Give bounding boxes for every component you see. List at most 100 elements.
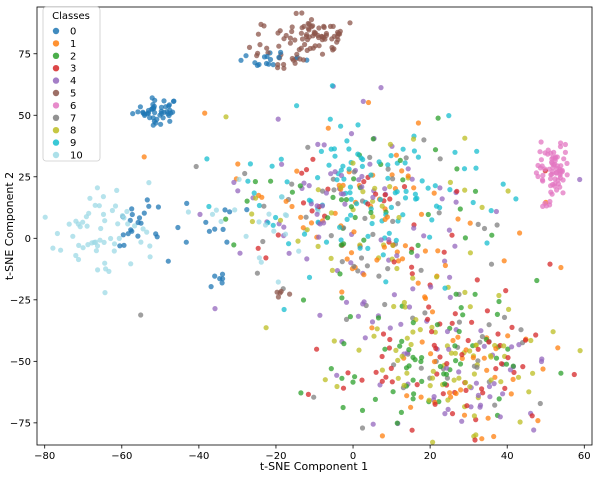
scatter-point-class-9 (318, 148, 324, 154)
scatter-point-class-3 (379, 378, 385, 384)
scatter-point-class-5 (312, 43, 318, 49)
scatter-point-class-8 (473, 342, 479, 348)
scatter-point-class-4 (314, 203, 320, 209)
scatter-point-class-8 (426, 397, 432, 403)
scatter-point-class-3 (503, 288, 509, 294)
scatter-point-class-4 (421, 233, 427, 239)
scatter-point-class-9 (344, 216, 350, 222)
scatter-point-class-9 (447, 187, 453, 193)
scatter-point-class-2 (418, 358, 424, 365)
scatter-point-class-10 (102, 290, 108, 296)
y-axis-label: t-SNE Component 2 (3, 172, 16, 280)
scatter-point-class-4 (459, 418, 465, 424)
scatter-point-class-9 (412, 191, 418, 197)
scatter-point-class-2 (339, 375, 345, 381)
x-tick-label: −80 (34, 451, 55, 462)
scatter-point-class-6 (552, 180, 558, 187)
scatter-point-class-9 (442, 285, 448, 291)
scatter-point-class-9 (329, 83, 335, 89)
scatter-point-class-2 (410, 396, 416, 402)
scatter-point-class-1 (508, 391, 514, 397)
scatter-point-class-10 (73, 252, 79, 259)
scatter-point-class-7 (474, 364, 480, 370)
scatter-point-class-2 (503, 361, 510, 367)
scatter-point-class-3 (429, 329, 435, 335)
scatter-point-class-2 (496, 396, 502, 402)
scatter-point-class-8 (396, 214, 402, 221)
scatter-point-class-9 (402, 195, 409, 201)
scatter-point-class-4 (456, 369, 462, 375)
scatter-point-class-0 (219, 271, 226, 277)
scatter-point-class-5 (287, 40, 293, 46)
scatter-point-class-2 (339, 295, 345, 301)
scatter-point-class-3 (437, 354, 443, 360)
scatter-point-class-8 (315, 187, 321, 193)
scatter-point-class-3 (309, 208, 315, 214)
scatter-point-class-0 (153, 231, 159, 237)
scatter-point-class-0 (256, 61, 262, 68)
scatter-point-class-10 (111, 248, 117, 254)
scatter-point-class-2 (406, 347, 412, 353)
scatter-point-class-5 (323, 30, 329, 37)
scatter-point-class-3 (465, 337, 471, 344)
scatter-point-class-1 (418, 211, 425, 217)
scatter-point-class-7 (260, 238, 266, 245)
scatter-point-class-9 (388, 204, 394, 210)
scatter-point-class-4 (279, 161, 285, 167)
scatter-point-class-3 (434, 371, 440, 377)
scatter-point-class-6 (550, 169, 556, 175)
scatter-point-class-2 (411, 391, 417, 397)
scatter-point-class-8 (417, 327, 423, 333)
scatter-point-class-3 (464, 403, 470, 409)
scatter-point-class-5 (330, 23, 336, 29)
scatter-point-class-8 (350, 160, 356, 166)
scatter-point-class-4 (340, 191, 346, 197)
scatter-point-class-1 (470, 355, 476, 361)
scatter-point-class-2 (252, 179, 258, 185)
scatter-point-class-9 (338, 167, 344, 173)
scatter-point-class-3 (255, 245, 261, 251)
scatter-point-class-10 (115, 221, 121, 227)
scatter-point-class-8 (445, 397, 451, 403)
scatter-point-class-4 (370, 194, 376, 200)
scatter-point-class-10 (93, 239, 99, 245)
scatter-point-class-8 (322, 377, 328, 383)
scatter-point-class-2 (300, 297, 307, 303)
scatter-point-class-5 (277, 28, 283, 34)
scatter-point-class-9 (357, 245, 363, 251)
scatter-point-class-9 (411, 148, 417, 154)
scatter-point-class-5 (292, 37, 298, 43)
scatter-point-class-1 (365, 99, 372, 106)
scatter-point-class-1 (491, 433, 497, 440)
scatter-point-class-9 (383, 279, 389, 285)
scatter-point-class-0 (121, 242, 127, 248)
scatter-point-class-7 (492, 402, 498, 408)
scatter-point-class-4 (481, 343, 487, 349)
scatter-point-class-6 (543, 203, 550, 209)
scatter-point-class-9 (358, 155, 364, 161)
scatter-point-class-7 (479, 334, 485, 340)
scatter-point-class-0 (212, 273, 218, 279)
scatter-point-class-4 (497, 414, 503, 420)
scatter-point-class-5 (257, 42, 263, 48)
scatter-point-class-3 (426, 304, 432, 310)
scatter-point-class-4 (348, 260, 354, 266)
scatter-point-class-1 (435, 248, 441, 254)
scatter-point-class-10 (100, 194, 106, 200)
scatter-point-class-3 (387, 196, 393, 202)
scatter-point-class-4 (443, 365, 450, 371)
scatter-point-class-4 (360, 98, 366, 104)
scatter-point-class-5 (294, 51, 300, 57)
legend-item-9: 9 (52, 138, 76, 149)
scatter-point-class-1 (458, 387, 464, 393)
scatter-point-class-2 (460, 312, 466, 318)
scatter-point-class-4 (491, 381, 497, 387)
scatter-point-class-9 (247, 161, 253, 167)
scatter-point-class-9 (326, 162, 332, 168)
scatter-point-class-2 (462, 235, 468, 241)
x-tick-label: 60 (578, 451, 591, 462)
scatter-point-class-9 (500, 181, 506, 187)
scatter-point-class-9 (334, 177, 340, 183)
scatter-point-class-2 (398, 409, 404, 415)
legend-label: 9 (70, 138, 76, 149)
